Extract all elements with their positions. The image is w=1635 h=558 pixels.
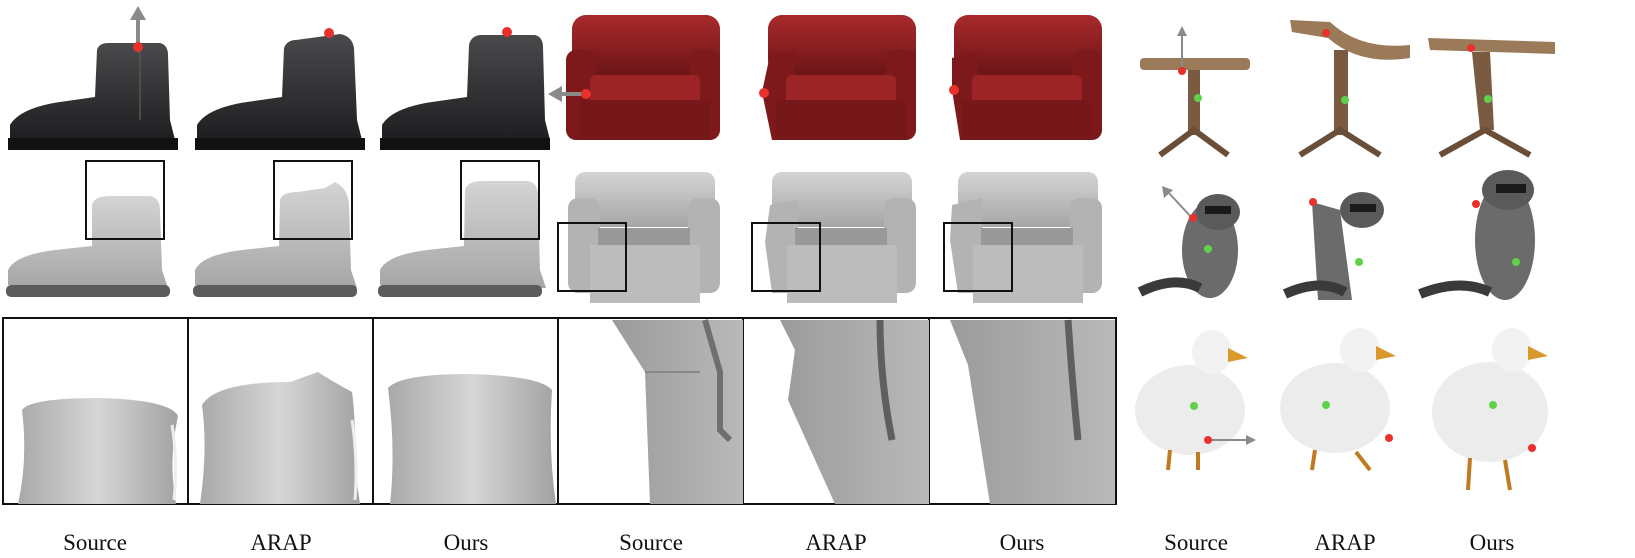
anchor-point-icon — [1484, 95, 1492, 103]
zoom-box — [273, 160, 353, 240]
anchor-point-icon — [1190, 402, 1198, 410]
label-right-source: Source — [1164, 530, 1228, 555]
duck-arap — [1280, 328, 1396, 472]
handle-point-icon — [1189, 214, 1197, 222]
armchair-source-photo — [566, 15, 720, 140]
boot-ours-mesh — [378, 181, 546, 297]
handle-point-icon — [1385, 434, 1393, 442]
handle-point-icon — [1467, 44, 1475, 52]
label-boot-arap: ARAP — [250, 530, 312, 555]
label-right-ours: Ours — [1469, 530, 1515, 555]
boot-ours-photo — [380, 35, 550, 150]
label-chair-ours: Ours — [999, 530, 1045, 555]
handle-point-icon — [1472, 200, 1480, 208]
anchor-point-icon — [1489, 401, 1497, 409]
armchair-source-zoom — [612, 319, 743, 504]
armchair-arap-mesh — [765, 172, 916, 303]
zoom-box — [943, 222, 1013, 292]
boot-source-photo — [8, 43, 178, 150]
handle-point-icon — [759, 88, 769, 98]
armchair-ours-zoom — [950, 319, 1115, 504]
armchair-ours-mesh — [950, 172, 1102, 303]
boot-source-mesh — [6, 196, 170, 297]
anchor-point-icon — [1341, 96, 1349, 104]
label-chair-source: Source — [619, 530, 683, 555]
handle-point-icon — [1322, 29, 1330, 37]
handle-point-icon — [949, 85, 959, 95]
anchor-point-icon — [1355, 258, 1363, 266]
table-arap — [1290, 20, 1410, 158]
anchor-point-icon — [1512, 258, 1520, 266]
anchor-point-icon — [1322, 401, 1330, 409]
arrow-icon — [1162, 186, 1173, 198]
armchair-arap-zoom — [780, 319, 929, 504]
boot-arap-mesh — [193, 182, 357, 297]
handle-point-icon — [1204, 436, 1212, 444]
zoom-box — [557, 222, 627, 292]
handle-point-icon — [581, 89, 591, 99]
boot-arap-zoom — [200, 372, 360, 504]
label-boot-ours: Ours — [443, 530, 489, 555]
boot-ours-zoom — [388, 374, 556, 504]
label-right-arap: ARAP — [1314, 530, 1376, 555]
handle-point-icon — [324, 28, 334, 38]
raccoon-source — [1137, 194, 1240, 298]
zoom-box — [460, 160, 540, 240]
arrow-icon — [548, 86, 562, 102]
table-source — [1140, 58, 1250, 158]
handle-point-icon — [1309, 198, 1317, 206]
handle-point-icon — [1528, 444, 1536, 452]
boot-source-zoom — [18, 398, 178, 504]
zoom-box — [85, 160, 165, 240]
raccoon-ours — [1418, 170, 1535, 300]
duck-ours — [1432, 328, 1548, 491]
armchair-ours-photo — [952, 15, 1102, 140]
raccoon-arap — [1282, 192, 1384, 300]
label-boot-source: Source — [63, 530, 127, 555]
zoom-strip-frame — [2, 317, 1117, 505]
duck-source — [1135, 330, 1248, 471]
handle-point-icon — [133, 42, 143, 52]
table-ours — [1428, 38, 1555, 158]
arrow-icon — [1167, 191, 1193, 219]
arrow-icon — [1246, 435, 1256, 445]
zoom-box — [751, 222, 821, 292]
handle-point-icon — [1178, 67, 1186, 75]
armchair-arap-photo — [762, 15, 916, 140]
label-chair-arap: ARAP — [805, 530, 867, 555]
boot-arap-photo — [195, 34, 365, 150]
anchor-point-icon — [1194, 94, 1202, 102]
armchair-source-mesh — [568, 172, 720, 303]
arrow-icon — [130, 6, 146, 20]
anchor-point-icon — [1204, 245, 1212, 253]
handle-point-icon — [502, 27, 512, 37]
arrow-icon — [1177, 26, 1187, 36]
